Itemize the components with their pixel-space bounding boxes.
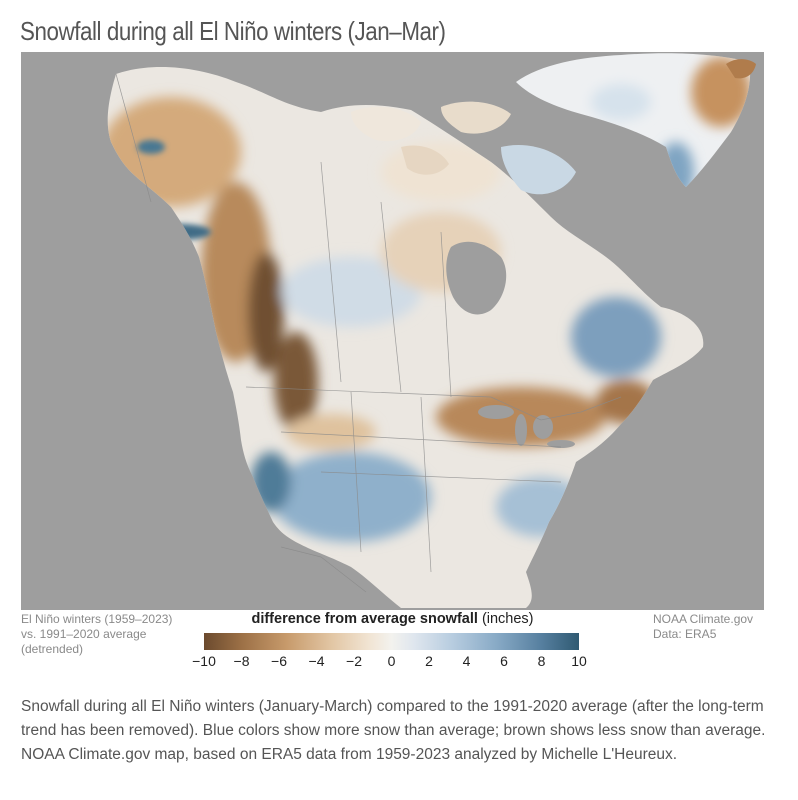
legend-tick-label: 10 [571,653,587,669]
map-title: Snowfall during all El Niño winters (Jan… [20,16,446,46]
legend-tick-label: 8 [537,653,546,669]
legend-tick-label: 6 [500,653,508,669]
source-line-2: Data: ERA5 [653,627,717,641]
snowfall-anomaly-map [21,52,764,610]
legend-tick-label: 2 [425,653,433,669]
map-caption: Snowfall during all El Niño winters (Jan… [21,698,766,763]
legend-tick-label: −4 [308,653,325,669]
legend-tick-label: 4 [462,653,471,669]
legend-tick-label: −2 [346,653,362,669]
legend-title-main: difference from average snowfall [251,611,478,627]
iceland [726,59,756,79]
methodology-note: El Niño winters (1959–2023) vs. 1991–202… [21,612,221,657]
legend-title-unit: (inches) [481,611,534,627]
legend-color-bar [204,633,579,650]
legend-tick-label: 0 [387,653,396,669]
methodology-line-3: (detrended) [21,642,84,656]
methodology-line-1: El Niño winters (1959–2023) [21,612,173,626]
source-credit: NOAA Climate.gov Data: ERA5 [653,612,783,642]
hudson-bay [446,241,507,315]
source-line-1: NOAA Climate.gov [653,612,754,626]
political-borders [115,73,622,593]
methodology-line-2: vs. 1991–2020 average [21,627,147,641]
legend-tick-label: −6 [271,653,287,669]
great-lakes [478,405,575,448]
legend-ticks: −10 −8 −6 −4 −2 0 2 4 6 8 10 [192,653,587,671]
legend-tick-label: −10 [192,653,216,669]
legend-title: difference from average snowfall (inches… [200,611,585,627]
arctic-islands [351,101,576,195]
legend-tick-label: −8 [233,653,250,669]
